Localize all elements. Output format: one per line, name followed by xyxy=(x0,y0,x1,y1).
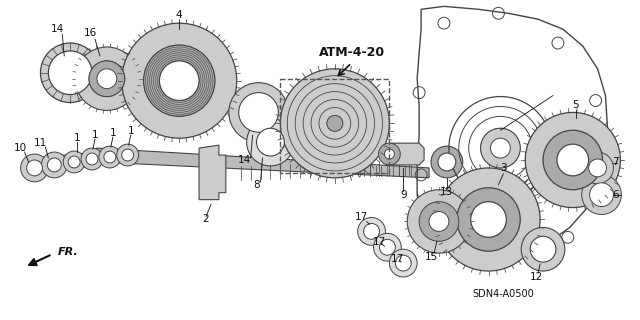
Circle shape xyxy=(280,69,389,178)
Text: 15: 15 xyxy=(424,252,438,262)
Text: 2: 2 xyxy=(203,214,209,224)
Text: 12: 12 xyxy=(529,272,543,282)
Circle shape xyxy=(49,51,92,95)
Circle shape xyxy=(543,130,602,190)
Circle shape xyxy=(104,151,116,163)
Circle shape xyxy=(481,128,520,168)
Circle shape xyxy=(437,168,540,271)
Circle shape xyxy=(47,158,61,172)
Circle shape xyxy=(68,156,80,168)
Text: 1: 1 xyxy=(92,130,99,140)
Circle shape xyxy=(589,183,613,207)
Text: 13: 13 xyxy=(440,187,454,197)
Circle shape xyxy=(407,190,470,253)
Text: ATM-4-20: ATM-4-20 xyxy=(319,46,385,60)
Text: FR.: FR. xyxy=(58,247,78,257)
Circle shape xyxy=(86,153,98,165)
Text: 5: 5 xyxy=(572,100,579,110)
Circle shape xyxy=(143,45,215,116)
Circle shape xyxy=(490,138,510,158)
Text: 14: 14 xyxy=(238,155,252,165)
Text: 4: 4 xyxy=(176,10,182,20)
Circle shape xyxy=(327,116,343,131)
Circle shape xyxy=(438,153,456,171)
Polygon shape xyxy=(199,145,226,200)
Polygon shape xyxy=(389,143,424,165)
Circle shape xyxy=(364,223,380,239)
Circle shape xyxy=(374,233,401,261)
Circle shape xyxy=(389,249,417,277)
Circle shape xyxy=(99,146,121,168)
Bar xyxy=(280,79,389,173)
Text: 1: 1 xyxy=(74,133,81,143)
Text: 17: 17 xyxy=(390,254,404,264)
Text: 16: 16 xyxy=(83,28,97,38)
Polygon shape xyxy=(33,148,429,178)
Circle shape xyxy=(378,143,400,165)
Circle shape xyxy=(246,118,294,166)
Text: 17: 17 xyxy=(373,237,386,247)
Circle shape xyxy=(358,218,385,245)
Circle shape xyxy=(116,144,139,166)
Circle shape xyxy=(89,61,125,97)
Circle shape xyxy=(257,128,284,156)
Circle shape xyxy=(589,159,607,177)
Text: 6: 6 xyxy=(612,190,619,200)
Circle shape xyxy=(582,175,621,214)
Circle shape xyxy=(122,23,237,138)
Circle shape xyxy=(81,148,103,170)
Circle shape xyxy=(530,236,556,262)
Text: 10: 10 xyxy=(14,143,27,153)
Circle shape xyxy=(20,154,49,182)
Circle shape xyxy=(525,112,620,208)
Text: SDN4-A0500: SDN4-A0500 xyxy=(472,289,534,299)
Circle shape xyxy=(396,255,412,271)
Circle shape xyxy=(63,151,85,173)
Circle shape xyxy=(557,144,589,176)
Circle shape xyxy=(457,188,520,251)
Text: 1: 1 xyxy=(109,128,116,138)
Circle shape xyxy=(429,212,449,231)
Circle shape xyxy=(97,69,116,89)
Circle shape xyxy=(75,47,139,110)
Circle shape xyxy=(419,202,459,241)
Text: 11: 11 xyxy=(34,138,47,148)
Circle shape xyxy=(40,43,100,102)
Circle shape xyxy=(89,61,125,97)
Circle shape xyxy=(385,149,394,159)
Circle shape xyxy=(470,202,506,237)
Text: 9: 9 xyxy=(400,190,406,200)
Text: 8: 8 xyxy=(253,180,260,190)
Text: 17: 17 xyxy=(355,212,368,222)
Text: 7: 7 xyxy=(612,157,619,167)
Circle shape xyxy=(122,149,134,161)
Circle shape xyxy=(42,152,67,178)
Text: 1: 1 xyxy=(127,126,134,136)
Circle shape xyxy=(159,61,199,100)
Text: 14: 14 xyxy=(51,24,64,34)
Circle shape xyxy=(228,83,288,142)
Circle shape xyxy=(239,92,278,132)
Circle shape xyxy=(380,239,396,255)
Circle shape xyxy=(582,152,613,184)
Circle shape xyxy=(431,146,463,178)
Circle shape xyxy=(521,228,565,271)
Text: 3: 3 xyxy=(500,163,507,173)
Circle shape xyxy=(27,160,42,176)
